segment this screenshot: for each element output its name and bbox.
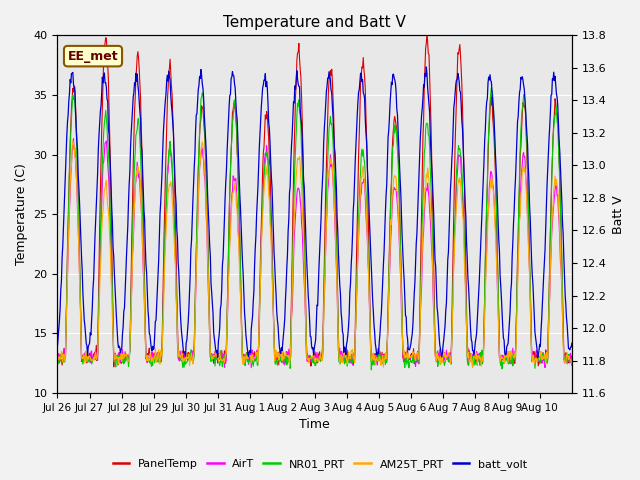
batt_volt <box>568 340 576 346</box>
AM25T_PRT <box>368 358 376 363</box>
PanelTemp <box>209 356 217 362</box>
AirT <box>54 349 61 355</box>
AM25T_PRT <box>54 354 61 360</box>
batt_volt <box>114 338 122 344</box>
NR01_PRT <box>209 358 216 363</box>
NR01_PRT <box>397 257 404 263</box>
Line: batt_volt: batt_volt <box>58 67 572 358</box>
batt_volt <box>234 135 242 141</box>
AirT <box>397 310 405 315</box>
PanelTemp <box>368 357 376 362</box>
AirT <box>209 355 217 361</box>
Line: NR01_PRT: NR01_PRT <box>58 88 572 370</box>
batt_volt <box>253 196 261 202</box>
NR01_PRT <box>114 362 122 368</box>
PanelTemp <box>254 351 262 357</box>
batt_volt <box>396 177 404 183</box>
Legend: PanelTemp, AirT, NR01_PRT, AM25T_PRT, batt_volt: PanelTemp, AirT, NR01_PRT, AM25T_PRT, ba… <box>108 455 532 474</box>
AM25T_PRT <box>254 359 262 365</box>
batt_volt <box>54 344 61 350</box>
batt_volt <box>422 64 430 70</box>
Title: Temperature and Batt V: Temperature and Batt V <box>223 15 406 30</box>
AM25T_PRT <box>115 361 122 367</box>
AM25T_PRT <box>468 365 476 371</box>
Line: PanelTemp: PanelTemp <box>58 34 572 367</box>
Line: AirT: AirT <box>58 139 572 368</box>
PanelTemp <box>115 362 122 368</box>
AM25T_PRT <box>209 353 217 359</box>
batt_volt <box>367 263 375 269</box>
Y-axis label: Batt V: Batt V <box>612 195 625 234</box>
NR01_PRT <box>234 167 242 172</box>
AM25T_PRT <box>568 361 576 367</box>
NR01_PRT <box>253 362 261 368</box>
AirT <box>115 350 122 356</box>
AirT <box>70 136 77 142</box>
AM25T_PRT <box>397 279 404 285</box>
NR01_PRT <box>488 85 495 91</box>
PanelTemp <box>54 364 61 370</box>
AM25T_PRT <box>235 236 243 242</box>
PanelTemp <box>423 31 431 36</box>
Y-axis label: Temperature (C): Temperature (C) <box>15 163 28 265</box>
AirT <box>568 358 576 363</box>
NR01_PRT <box>568 363 576 369</box>
NR01_PRT <box>367 367 375 373</box>
AM25T_PRT <box>69 138 77 144</box>
batt_volt <box>209 300 216 306</box>
X-axis label: Time: Time <box>300 419 330 432</box>
PanelTemp <box>235 187 243 193</box>
Line: AM25T_PRT: AM25T_PRT <box>58 141 572 368</box>
PanelTemp <box>568 355 576 361</box>
NR01_PRT <box>368 357 376 362</box>
AirT <box>248 365 255 371</box>
AirT <box>255 341 262 347</box>
batt_volt <box>534 355 541 361</box>
Text: EE_met: EE_met <box>68 49 118 63</box>
AirT <box>235 233 243 239</box>
PanelTemp <box>110 364 118 370</box>
AirT <box>369 352 376 358</box>
NR01_PRT <box>54 350 61 356</box>
PanelTemp <box>397 255 404 261</box>
